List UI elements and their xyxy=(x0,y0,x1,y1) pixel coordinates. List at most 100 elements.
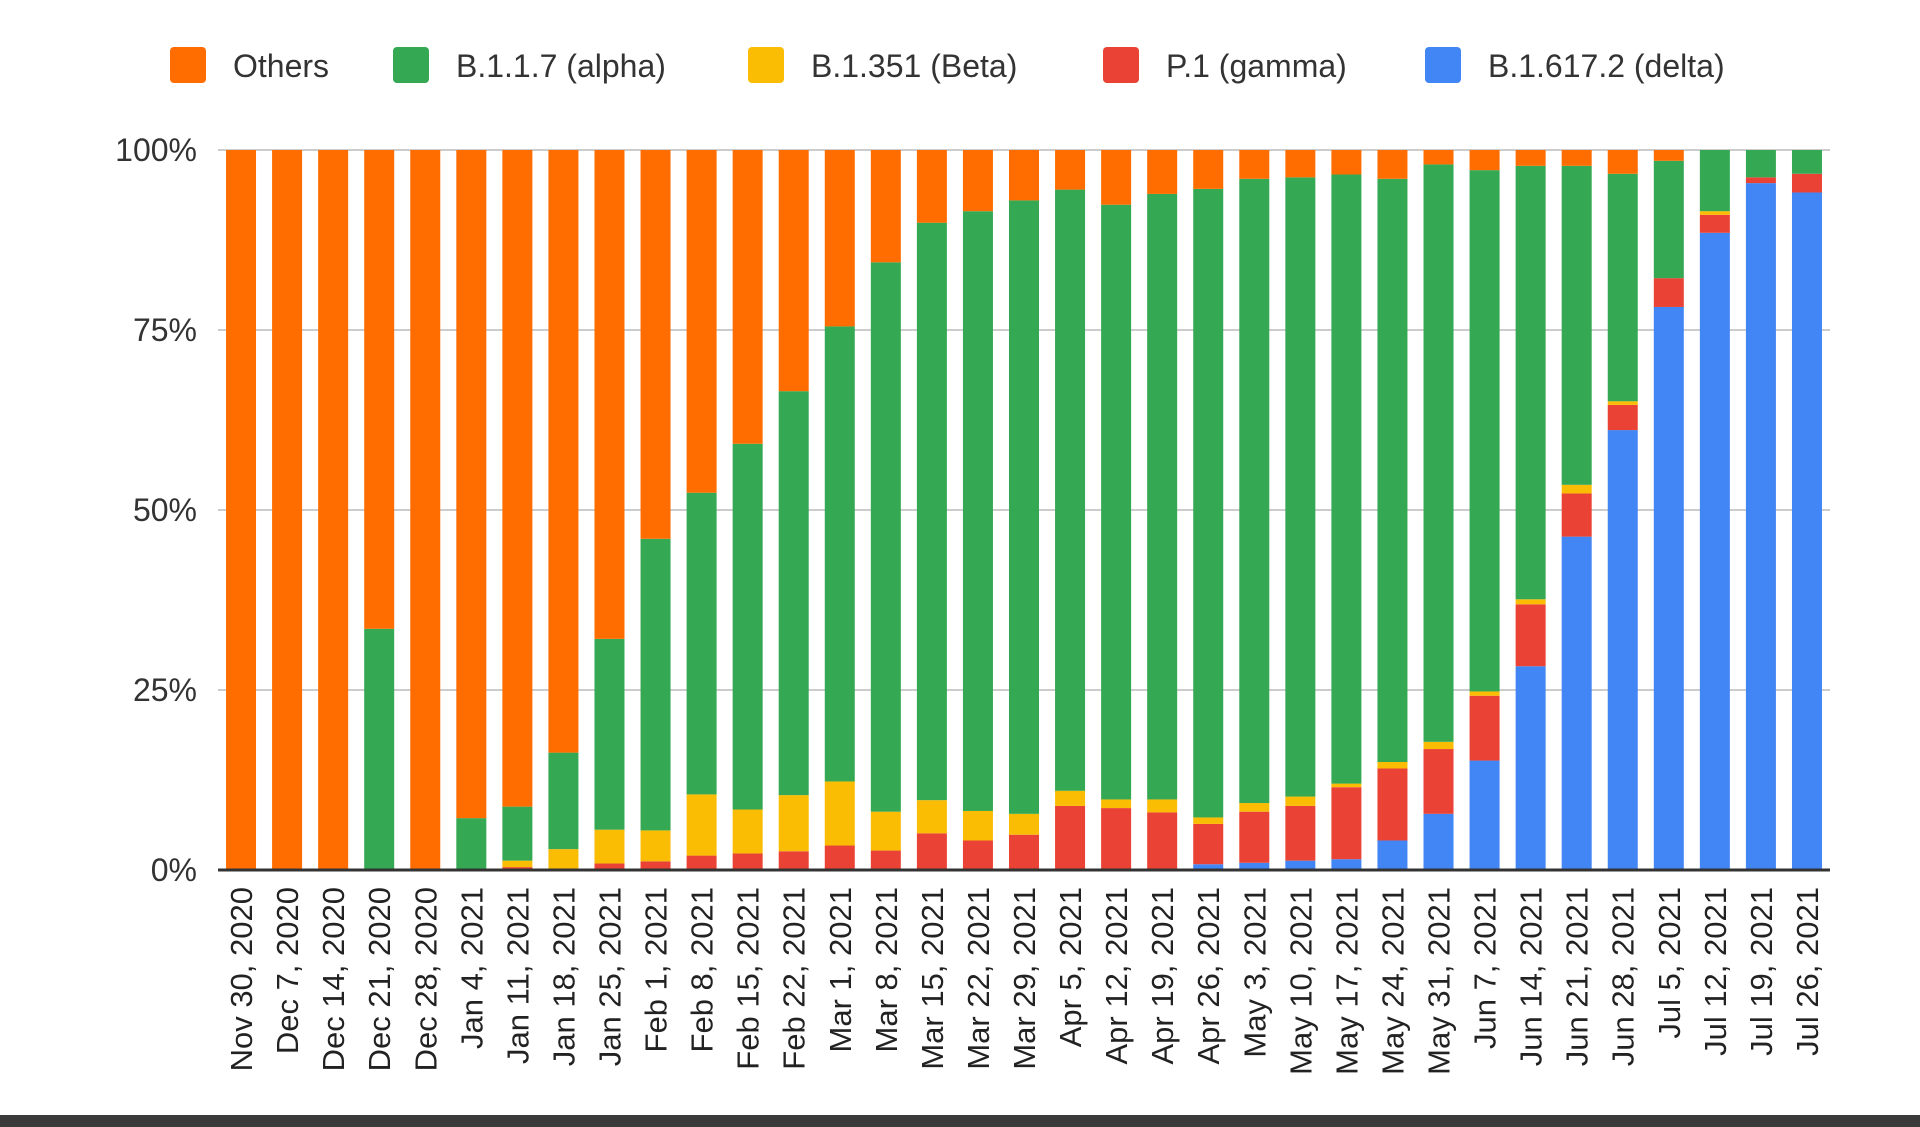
legend-item-b-1-351-beta[interactable]: B.1.351 (Beta) xyxy=(748,47,1017,84)
bar-segment-others xyxy=(1101,150,1132,205)
bar-segment-others xyxy=(456,150,487,819)
bar-stack-jun-21-2021 xyxy=(1561,150,1592,870)
bar-segment-others xyxy=(1331,150,1362,175)
bar-segment-b-1-1-7-alpha xyxy=(1239,178,1270,804)
bar-segment-b-1-617-2-delta xyxy=(1469,760,1500,870)
bar-segment-b-1-351-beta xyxy=(1239,803,1270,812)
bar-segment-b-1-617-2-delta xyxy=(1423,813,1454,870)
bar-stack-dec-28-2020 xyxy=(410,150,441,870)
bar-segment-b-1-351-beta xyxy=(594,829,625,864)
x-tick-label: Jun 14, 2021 xyxy=(1514,887,1549,1066)
bar-stack-dec-7-2020 xyxy=(272,150,303,870)
bar-segment-b-1-351-beta xyxy=(1055,790,1086,806)
x-tick-label: Apr 12, 2021 xyxy=(1099,887,1134,1065)
x-tick-label: Jan 11, 2021 xyxy=(500,887,535,1064)
bar-segment-p-1-gamma xyxy=(640,861,671,870)
x-axis-tick-labels: Nov 30, 2020 Dec 7, 2020 Dec 14, 2020 Dec 2… xyxy=(224,887,1825,1075)
bar-stack-jul-26-2021 xyxy=(1791,150,1822,871)
bar-segment-others xyxy=(686,150,717,493)
bar-stack-feb-8-2021 xyxy=(686,150,717,870)
bar-segment-p-1-gamma xyxy=(686,855,717,870)
bar-stack-may-3-2021 xyxy=(1239,150,1270,870)
x-tick-label: Jun 7, 2021 xyxy=(1468,887,1503,1049)
bar-segment-p-1-gamma xyxy=(1791,173,1822,193)
bar-segment-others xyxy=(272,150,303,870)
legend-label: B.1.617.2 (delta) xyxy=(1488,48,1725,84)
bar-series xyxy=(226,150,1822,871)
bar-segment-others xyxy=(548,150,579,753)
window-bottom-border xyxy=(0,1115,1920,1127)
bar-segment-others xyxy=(1607,150,1638,174)
bar-segment-b-1-617-2-delta xyxy=(1377,840,1408,870)
bar-segment-b-1-1-7-alpha xyxy=(1101,204,1132,800)
bar-segment-b-1-351-beta xyxy=(1607,401,1638,405)
legend-label: B.1.1.7 (alpha) xyxy=(456,48,666,84)
bar-segment-others xyxy=(1285,150,1316,178)
bar-segment-b-1-1-7-alpha xyxy=(686,492,717,795)
bar-segment-b-1-351-beta xyxy=(1561,484,1592,494)
legend-swatch xyxy=(1425,47,1461,83)
bar-stack-feb-1-2021 xyxy=(640,150,671,870)
x-tick-label: Mar 15, 2021 xyxy=(915,887,950,1070)
bar-segment-b-1-1-7-alpha xyxy=(732,443,763,810)
bar-segment-b-1-351-beta xyxy=(1193,817,1224,824)
bar-segment-b-1-617-2-delta xyxy=(1607,430,1638,870)
bar-segment-b-1-351-beta xyxy=(778,795,809,852)
bar-stack-mar-15-2021 xyxy=(916,150,947,870)
bar-segment-b-1-351-beta xyxy=(1101,799,1132,809)
bar-segment-others xyxy=(502,150,533,807)
legend-item-b-1-1-7-alpha[interactable]: B.1.1.7 (alpha) xyxy=(393,47,666,84)
x-tick-label: Dec 14, 2020 xyxy=(316,887,351,1071)
bar-segment-b-1-617-2-delta xyxy=(1653,306,1684,871)
bar-stack-jul-12-2021 xyxy=(1699,150,1730,871)
bar-stack-may-31-2021 xyxy=(1423,150,1454,870)
bar-segment-b-1-351-beta xyxy=(1469,691,1500,696)
x-tick-label: Feb 15, 2021 xyxy=(731,887,766,1070)
bar-segment-b-1-1-7-alpha xyxy=(1515,165,1546,600)
bar-segment-others xyxy=(1423,150,1454,165)
bar-segment-p-1-gamma xyxy=(1147,812,1178,870)
legend-swatch xyxy=(1103,47,1139,83)
bar-segment-others xyxy=(1239,150,1270,179)
x-tick-label: Feb 1, 2021 xyxy=(639,887,674,1052)
bar-stack-jan-4-2021 xyxy=(456,150,487,870)
legend-swatch xyxy=(393,47,429,83)
bar-stack-mar-29-2021 xyxy=(1009,150,1039,870)
bar-stack-may-10-2021 xyxy=(1285,150,1316,870)
bar-segment-b-1-351-beta xyxy=(548,849,579,870)
bar-segment-others xyxy=(1561,150,1592,166)
legend-item-p-1-gamma[interactable]: P.1 (gamma) xyxy=(1103,47,1347,84)
bar-segment-p-1-gamma xyxy=(1193,823,1224,865)
bar-segment-others xyxy=(1147,150,1178,194)
bar-segment-p-1-gamma xyxy=(962,840,993,870)
bar-stack-feb-15-2021 xyxy=(732,150,763,870)
bar-stack-feb-22-2021 xyxy=(778,150,809,870)
bar-segment-b-1-1-7-alpha xyxy=(1009,200,1039,814)
x-tick-label: May 24, 2021 xyxy=(1375,887,1410,1075)
x-tick-label: Apr 19, 2021 xyxy=(1145,887,1180,1065)
bar-segment-b-1-1-7-alpha xyxy=(1377,178,1408,763)
bar-segment-others xyxy=(364,150,395,629)
x-tick-label: Nov 30, 2020 xyxy=(224,887,259,1071)
x-tick-label: Dec 28, 2020 xyxy=(408,887,443,1071)
x-tick-label: Mar 29, 2021 xyxy=(1007,887,1042,1070)
bar-segment-others xyxy=(318,150,349,870)
x-tick-label: Dec 7, 2020 xyxy=(270,887,305,1054)
x-tick-label: Jan 18, 2021 xyxy=(546,887,581,1066)
bar-segment-p-1-gamma xyxy=(732,853,763,870)
bar-stack-may-17-2021 xyxy=(1331,150,1362,870)
bar-segment-b-1-1-7-alpha xyxy=(1653,160,1684,279)
bar-segment-b-1-1-7-alpha xyxy=(364,628,395,870)
x-tick-label: Mar 22, 2021 xyxy=(961,887,996,1070)
x-tick-label: Feb 22, 2021 xyxy=(777,887,812,1070)
legend-item-b-1-617-2-delta[interactable]: B.1.617.2 (delta) xyxy=(1425,47,1725,84)
legend-item-others[interactable]: Others xyxy=(170,47,329,84)
x-tick-label: Feb 8, 2021 xyxy=(685,887,720,1052)
bar-segment-p-1-gamma xyxy=(1055,805,1086,870)
x-tick-label: Jul 12, 2021 xyxy=(1698,887,1733,1056)
bar-segment-b-1-351-beta xyxy=(686,794,717,856)
bar-segment-b-1-1-7-alpha xyxy=(916,222,947,801)
bar-segment-others xyxy=(1515,150,1546,166)
legend-swatch xyxy=(748,47,784,83)
